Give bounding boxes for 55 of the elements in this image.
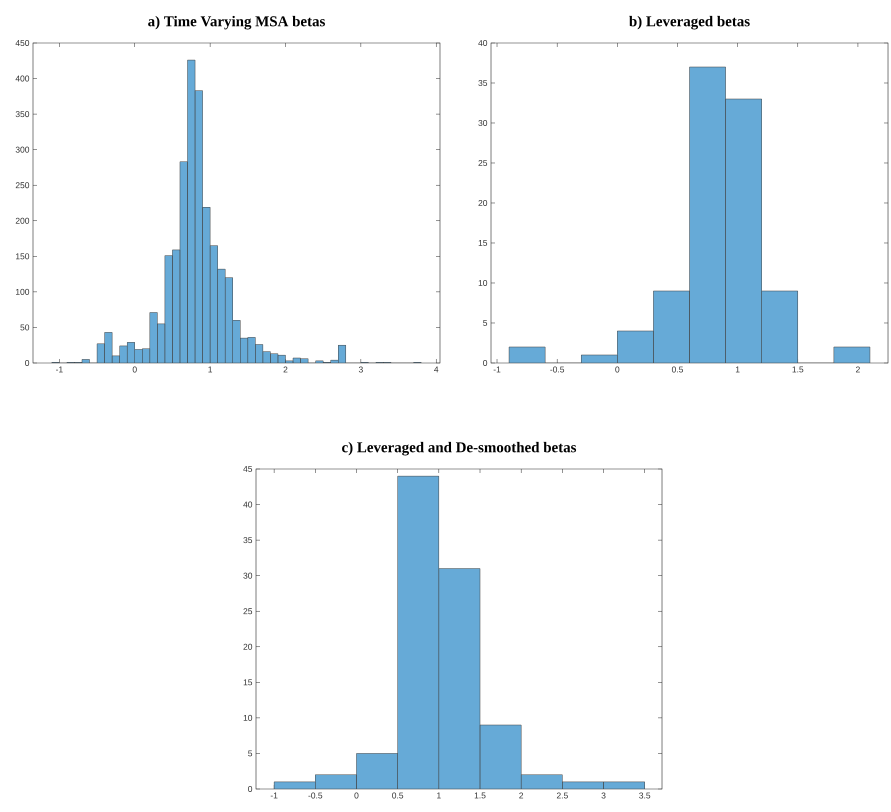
y-tick-label: 20: [478, 200, 488, 206]
y-tick-label: 30: [478, 120, 488, 126]
x-tick-label: 0: [615, 366, 620, 373]
x-tick-label: 2: [284, 366, 288, 372]
x-tick-label: 3: [602, 792, 606, 799]
chart-title: a) Time Varying MSA betas: [148, 16, 325, 30]
y-tick-label: 10: [478, 280, 488, 286]
x-tick-label: 1: [208, 366, 212, 372]
y-tick-label: 20: [243, 644, 252, 650]
x-tick-label: -1: [56, 366, 63, 372]
x-tick-label: 2.5: [556, 792, 568, 799]
x-tick-label: 1.5: [792, 366, 804, 372]
x-tick-label: 0: [354, 792, 358, 799]
y-tick-label: 50: [20, 324, 30, 330]
chart-title: c) Leveraged and De-smoothed betas: [342, 442, 576, 456]
y-tick-label: 0: [25, 360, 30, 366]
y-tick-label: 250: [16, 182, 30, 188]
x-tick-label: 0: [132, 366, 137, 373]
y-tick-label: 5: [483, 320, 488, 326]
y-tick-label: 35: [478, 80, 488, 86]
chart-title: b) Leveraged betas: [629, 16, 750, 30]
y-tick-label: 25: [478, 160, 488, 166]
x-tick-label: 3: [358, 366, 363, 373]
y-tick-label: 40: [478, 40, 488, 46]
x-tick-label: -1: [494, 366, 500, 372]
x-tick-label: -1: [270, 792, 278, 798]
x-tick-label: 3.5: [639, 792, 650, 799]
y-tick-label: 0: [483, 360, 488, 366]
x-tick-label: 0.5: [672, 366, 684, 373]
x-tick-label: 2: [856, 366, 860, 372]
x-tick-label: 4: [434, 366, 438, 372]
x-tick-label: 2: [519, 792, 524, 798]
y-tick-label: 35: [243, 537, 252, 544]
y-tick-label: 15: [244, 679, 252, 686]
y-tick-label: 25: [243, 608, 252, 614]
y-tick-label: 350: [16, 111, 30, 118]
y-tick-label: 5: [248, 750, 252, 756]
x-tick-label: 1: [736, 366, 740, 372]
y-tick-label: 400: [16, 76, 30, 82]
y-tick-label: 200: [16, 218, 30, 224]
y-tick-label: 45: [243, 466, 252, 472]
y-tick-label: 15: [478, 240, 488, 246]
x-tick-label: 0.5: [392, 792, 404, 799]
x-tick-label: 1.5: [474, 792, 486, 798]
y-tick-label: 450: [16, 40, 30, 46]
y-tick-label: 300: [16, 146, 30, 153]
y-tick-label: 150: [16, 253, 30, 260]
y-tick-label: 100: [16, 288, 30, 295]
x-tick-label: -0.5: [550, 366, 564, 373]
x-tick-label: 1: [437, 792, 441, 798]
y-tick-label: 30: [243, 572, 252, 579]
y-tick-label: 10: [244, 714, 252, 721]
x-tick-label: -0.5: [308, 792, 322, 799]
y-tick-label: 40: [243, 502, 252, 508]
y-tick-label: 0: [248, 786, 252, 792]
